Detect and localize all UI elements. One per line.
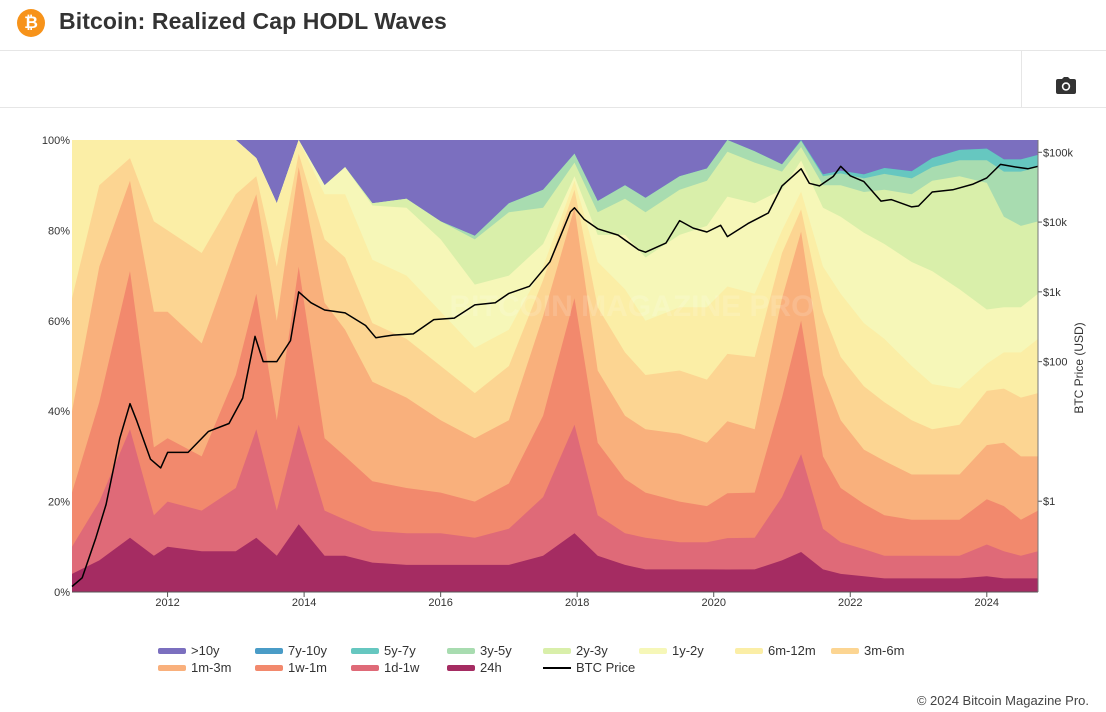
page-title: Bitcoin: Realized Cap HODL Waves <box>59 8 447 34</box>
y-axis-right-title: BTC Price (USD) <box>1072 322 1086 413</box>
x-tick-label: 2016 <box>428 597 452 609</box>
legend-label: 6m-12m <box>768 643 816 658</box>
legend-label: 1w-1m <box>288 660 328 675</box>
y-tick-label: 60% <box>48 316 70 328</box>
page-header: ₿ Bitcoin: Realized Cap HODL Waves <box>0 0 1106 51</box>
y-tick-label: 40% <box>48 406 70 418</box>
y-axis-right: $1 $100 $1k $10k $100k <box>1037 140 1073 592</box>
legend-label: 24h <box>480 660 502 675</box>
y-tick-label: 80% <box>48 225 70 237</box>
legend-label: BTC Price <box>576 660 636 675</box>
y2-tick-label: $1k <box>1043 287 1061 299</box>
y2-tick-label: $10k <box>1043 217 1067 229</box>
y-tick-label: 0% <box>54 587 70 599</box>
legend-label: >10y <box>191 643 220 658</box>
y2-tick-label: $100k <box>1043 147 1073 159</box>
x-tick-label: 2022 <box>838 597 862 609</box>
legend-swatch <box>255 665 283 671</box>
chart-toolbar <box>0 51 1106 108</box>
x-tick-label: 2014 <box>292 597 316 609</box>
x-tick-label: 2024 <box>975 597 999 609</box>
legend-swatch <box>351 648 379 654</box>
btc-price-line <box>71 163 1039 588</box>
y-tick-label: 20% <box>48 497 70 509</box>
legend-swatch <box>639 648 667 654</box>
y2-tick-label: $100 <box>1043 357 1067 369</box>
legend-label: 1y-2y <box>672 643 704 658</box>
camera-icon[interactable] <box>1055 76 1077 96</box>
bitcoin-logo-icon: ₿ <box>17 9 45 37</box>
toolbar-divider <box>1021 51 1022 107</box>
legend-label: 7y-10y <box>288 643 328 658</box>
hodl-waves-chart[interactable]: BITCOIN MAGAZINE PRO 2012 2014 2016 2018 202… <box>0 108 1106 613</box>
y2-tick-label: $1 <box>1043 496 1055 508</box>
legend-swatch <box>447 665 475 671</box>
x-axis: 2012 2014 2016 2018 2020 2022 2024 <box>72 591 1038 609</box>
copyright-footer: © 2024 Bitcoin Magazine Pro. <box>916 693 1089 708</box>
legend-label: 2y-3y <box>576 643 608 658</box>
y-tick-label: 100% <box>42 135 70 147</box>
legend-swatch <box>831 648 859 654</box>
legend-swatch <box>543 648 571 654</box>
legend-label: 3y-5y <box>480 643 512 658</box>
x-tick-label: 2018 <box>565 597 589 609</box>
legend-label: 1m-3m <box>191 660 232 675</box>
legend-swatch <box>255 648 283 654</box>
legend-label: 5y-7y <box>384 643 416 658</box>
watermark: BITCOIN MAGAZINE PRO <box>450 290 815 323</box>
legend-label: 3m-6m <box>864 643 905 658</box>
band-24h <box>72 524 1038 592</box>
legend-swatch <box>351 665 379 671</box>
legend-label: 1d-1w <box>384 660 420 675</box>
x-tick-label: 2012 <box>155 597 179 609</box>
hodl-bands <box>72 140 1038 592</box>
legend-swatch <box>158 648 186 654</box>
y-axis-left: 0% 20% 40% 60% 80% 100% <box>42 135 70 599</box>
x-tick-label: 2020 <box>701 597 725 609</box>
legend-swatch <box>158 665 186 671</box>
legend-swatch <box>735 648 763 654</box>
legend-swatch <box>447 648 475 654</box>
legend-line-swatch <box>543 667 571 669</box>
